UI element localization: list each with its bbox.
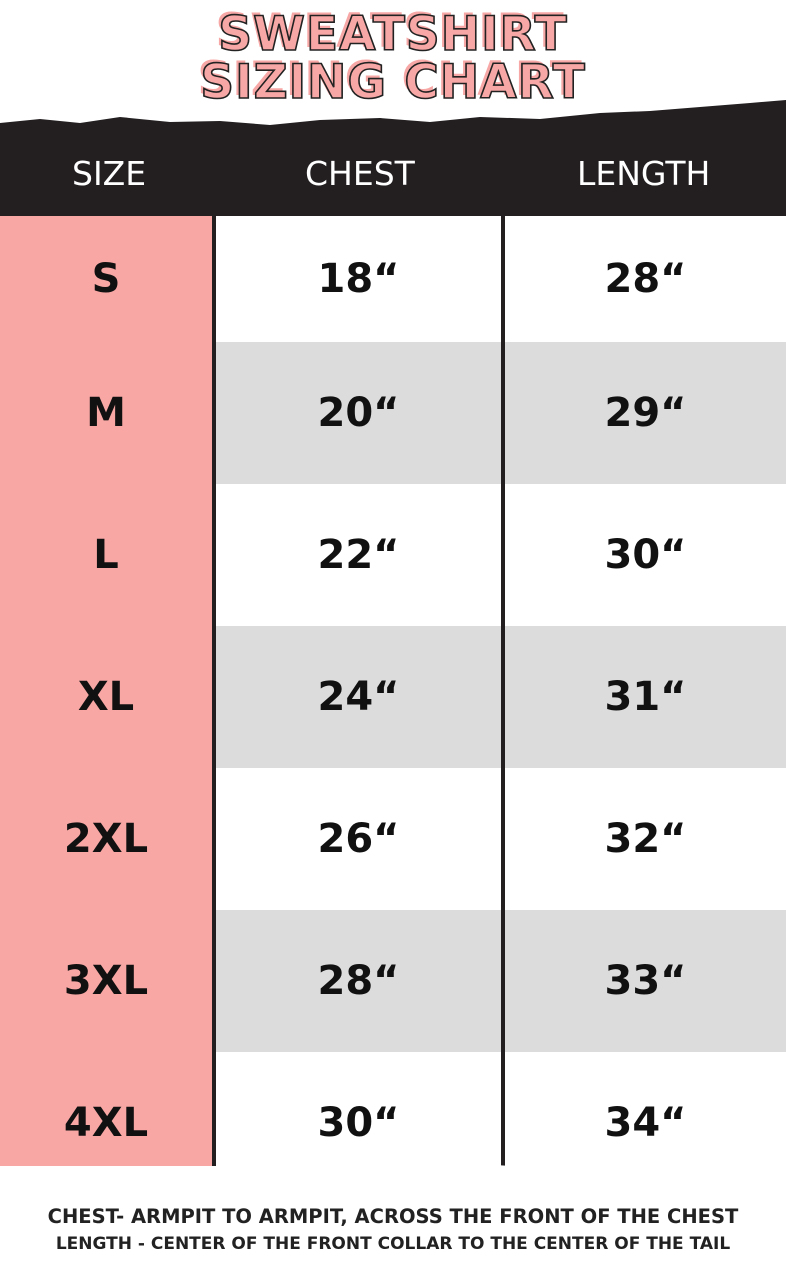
torn-paper-edge-bottom [0, 1163, 786, 1190]
length-cell: 34“ [604, 1100, 687, 1146]
chest-measurement-note: CHEST- ARMPIT TO ARMPIT, ACROSS THE FRON… [47, 1205, 739, 1228]
table-header: SIZE CHEST LENGTH [0, 130, 786, 216]
header-length: LENGTH [577, 154, 711, 193]
size-cell: XL [77, 674, 135, 720]
column-divider [212, 216, 216, 1166]
table-row: XL 24“ 31“ [0, 626, 786, 768]
title-line-2: SIZING CHART [199, 55, 586, 110]
table-row: S 18“ 28“ [0, 200, 786, 342]
size-cell: 3XL [63, 958, 149, 1004]
title-line-1: SWEATSHIRT [217, 7, 568, 62]
length-cell: 33“ [604, 958, 687, 1004]
table-row: L 22“ 30“ [0, 484, 786, 626]
header-chest: CHEST [305, 154, 415, 193]
header-size: SIZE [72, 154, 147, 193]
size-cell: M [86, 390, 126, 436]
length-cell: 29“ [604, 390, 687, 436]
length-measurement-note: LENGTH - CENTER OF THE FRONT COLLAR TO T… [55, 1234, 731, 1254]
length-cell: 32“ [604, 816, 687, 862]
torn-paper-edge-top [0, 100, 786, 135]
size-cell: S [91, 256, 121, 302]
chest-cell: 26“ [317, 816, 400, 862]
length-cell: 28“ [604, 256, 687, 302]
chest-cell: 24“ [317, 674, 400, 720]
chest-cell: 22“ [317, 532, 400, 578]
size-column-background [0, 216, 212, 1166]
length-cell: 30“ [604, 532, 687, 578]
length-cell: 31“ [604, 674, 687, 720]
table-row: 2XL 26“ 32“ [0, 768, 786, 910]
size-cell: L [93, 532, 119, 578]
chest-cell: 20“ [317, 390, 400, 436]
table-row: 3XL 28“ 33“ [0, 910, 786, 1052]
size-cell: 2XL [63, 816, 149, 862]
table-row: M 20“ 29“ [0, 342, 786, 484]
column-divider [501, 216, 505, 1182]
chest-cell: 18“ [317, 256, 400, 302]
table-row: 4XL 30“ 34“ [0, 1052, 786, 1194]
chest-cell: 28“ [317, 958, 400, 1004]
chest-cell: 30“ [317, 1100, 400, 1146]
size-cell: 4XL [63, 1100, 149, 1146]
